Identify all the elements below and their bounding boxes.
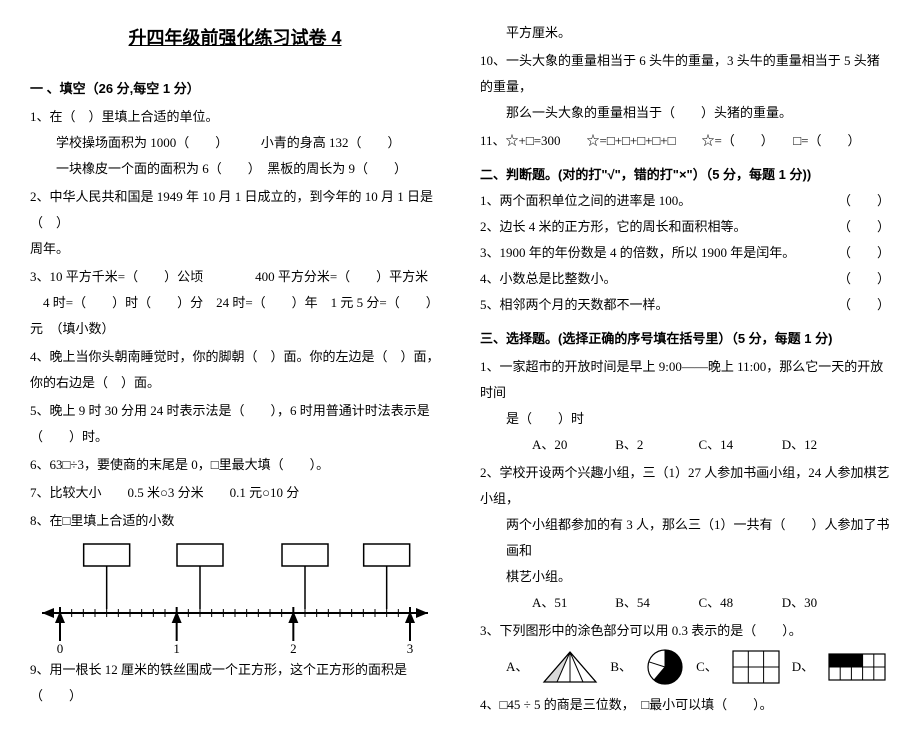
c1-opt-b: B、2 [615,432,695,458]
q9-line-b: 平方厘米。 [480,20,890,46]
q6: 6、63□÷3，要使商的末尾是 0，□里最大填（ ）。 [30,452,440,478]
q1: 1、在（ ）里填上合适的单位。 [30,104,440,130]
q10-line-b: 那么一头大象的重量相当于（ ）头猪的重量。 [480,100,890,126]
c1-options: A、20 B、2 C、14 D、12 [480,432,890,458]
c1-opt-c: C、14 [699,432,779,458]
shape-grid-c-icon [732,650,780,684]
j2: 2、边长 4 米的正方形，它的周长和面积相等。 [480,214,747,240]
q4: 4、晚上当你头朝南睡觉时，你的脚朝（ ）面。你的左边是（ ）面，你的右边是（ ）… [30,344,440,396]
q1-line-a: 学校操场面积为 1000（ ） 小青的身高 132（ ） [30,130,440,156]
q5: 5、晚上 9 时 30 分用 24 时表示法是（ ），6 时用普通计时法表示是（… [30,398,440,450]
doc-title: 升四年级前强化练习试卷 4 [30,20,440,56]
q3: 3、10 平方千米=（ ）公顷 400 平方分米=（ ）平方米 [30,264,440,290]
q10: 10、一头大象的重量相当于 6 头牛的重量，3 头牛的重量相当于 5 头猪的重量… [480,48,890,100]
q2: 2、中华人民共和国是 1949 年 10 月 1 日成立的，到今年的 10 月 … [30,184,440,236]
c1-opt-d: D、12 [782,432,862,458]
j3-blank: （ ） [838,240,890,266]
section-3-heading: 三、选择题。(选择正确的序号填在括号里）（5 分，每题 1 分) [480,326,890,352]
c3-label-c: C、 [696,654,718,680]
j1-blank: （ ） [838,188,890,214]
shape-grid-d-icon [828,653,886,681]
c4: 4、□45 ÷ 5 的商是三位数， □最小可以填（ ）。 [480,692,890,718]
j5: 5、相邻两个月的天数都不一样。 [480,292,669,318]
c1-opt-a: A、20 [532,432,612,458]
c1: 1、一家超市的开放时间是早上 9:00——晚上 11:00，那么它一天的开放时间 [480,354,890,406]
section-1-heading: 一 、填空（26 分,每空 1 分） [30,76,440,102]
q1-line-b: 一块橡皮一个面的面积为 6（ ） 黑板的周长为 9（ ） [30,156,440,182]
c2-opt-b: B、54 [615,590,695,616]
j3: 3、1900 年的年份数是 4 的倍数，所以 1900 年是闰年。 [480,240,795,266]
c3: 3、下列图形中的涂色部分可以用 0.3 表示的是（ ）。 [480,618,890,644]
q7: 7、比较大小 0.5 米○3 分米 0.1 元○10 分 [30,480,440,506]
q2-line-b: 周年。 [30,236,440,262]
q3-line-b: 4 时=（ ）时（ ）分 24 时=（ ）年 1 元 5 分=（ ）元 （填小数… [30,290,440,342]
j4-blank: （ ） [838,266,890,292]
j4: 4、小数总是比整数小。 [480,266,617,292]
c2-opt-d: D、30 [782,590,862,616]
q9: 9、用一根长 12 厘米的铁丝围成一个正方形，这个正方形的面积是（ ） [30,657,440,709]
c2-line-c: 棋艺小组。 [480,564,890,590]
c2-options: A、51 B、54 C、48 D、30 [480,590,890,616]
c1-line-b: 是（ ）时 [480,406,890,432]
j1: 1、两个面积单位之间的进率是 100。 [480,188,691,214]
shape-pie-icon [646,648,684,686]
svg-text:1: 1 [173,641,180,653]
q11: 11、☆+□=300 ☆=□+□+□+□+□ ☆=（ ） □=（ ） [480,128,890,154]
c3-label-d: D、 [792,654,814,680]
svg-text:3: 3 [407,641,414,653]
svg-text:2: 2 [290,641,297,653]
number-line-diagram: 0 1 2 3 [30,538,440,653]
j5-blank: （ ） [838,292,890,318]
shape-triangle-icon [542,650,598,684]
c2: 2、学校开设两个兴趣小组，三（1）27 人参加书画小组，24 人参加棋艺小组， [480,460,890,512]
c3-label-b: B、 [610,654,632,680]
c2-line-b: 两个小组都参加的有 3 人，那么三（1）一共有（ ）人参加了书画和 [480,512,890,564]
c2-opt-a: A、51 [532,590,612,616]
section-2-heading: 二、判断题。(对的打"√"，错的打"×"）（5 分，每题 1 分)) [480,162,890,188]
q8: 8、在□里填上合适的小数 [30,508,440,534]
c3-label-a: A、 [506,654,528,680]
j2-blank: （ ） [838,214,890,240]
svg-text:0: 0 [57,641,64,653]
c2-opt-c: C、48 [699,590,779,616]
